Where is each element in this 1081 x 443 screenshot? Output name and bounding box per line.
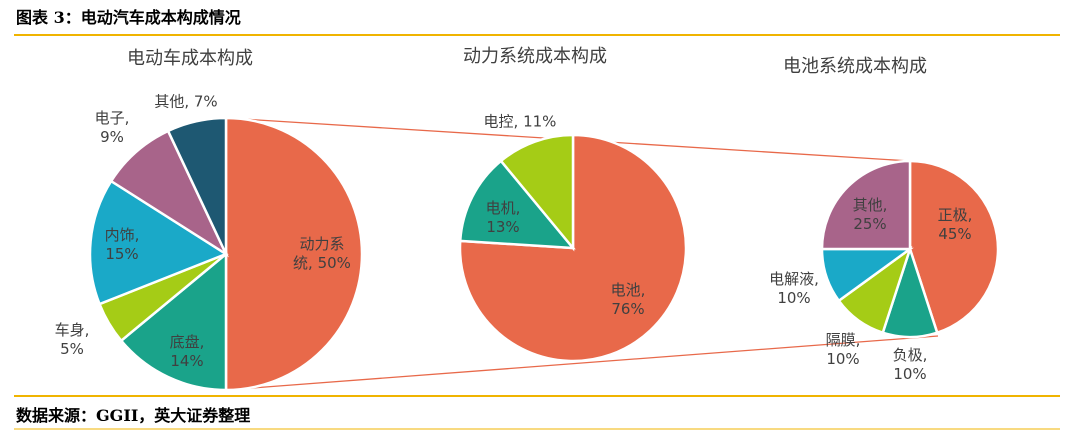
pie-slice xyxy=(820,159,912,251)
source: 数据来源：GGII，英大证券整理 xyxy=(16,406,251,425)
data-label: 其他, 7% xyxy=(154,92,218,111)
data-label: 负极, 10% xyxy=(892,346,928,383)
data-label: 车身, 5% xyxy=(54,321,90,358)
pie-slice xyxy=(224,116,364,392)
connector xyxy=(225,335,939,391)
data-label: 正极, 45% xyxy=(937,206,973,243)
data-label: 隔膜, 10% xyxy=(825,331,861,368)
data-label: 电控, 11% xyxy=(483,112,557,131)
pie-slice xyxy=(166,116,228,255)
chart-title: 动力系统成本构成 xyxy=(463,46,607,67)
pie-slice xyxy=(88,179,229,306)
pie-slice xyxy=(119,251,228,392)
pie-slice xyxy=(499,133,575,252)
data-label: 动力系 统, 50% xyxy=(293,235,351,272)
figure-title: 图表 3：电动汽车成本构成情况 xyxy=(16,8,241,27)
data-label: 内饰, 15% xyxy=(104,226,140,263)
data-label: 其他, 25% xyxy=(852,196,888,233)
data-label: 电子, 9% xyxy=(94,109,130,146)
chart-title: 电池系统成本构成 xyxy=(783,56,927,77)
data-label: 电机, 13% xyxy=(485,199,521,236)
data-label: 电池, 76% xyxy=(610,281,646,318)
data-label: 电解液, 10% xyxy=(769,270,819,307)
pie-slice xyxy=(458,159,576,250)
chart-title: 电动车成本构成 xyxy=(127,48,253,69)
pie-slice xyxy=(908,159,1000,335)
data-label: 底盘, 14% xyxy=(169,333,205,370)
